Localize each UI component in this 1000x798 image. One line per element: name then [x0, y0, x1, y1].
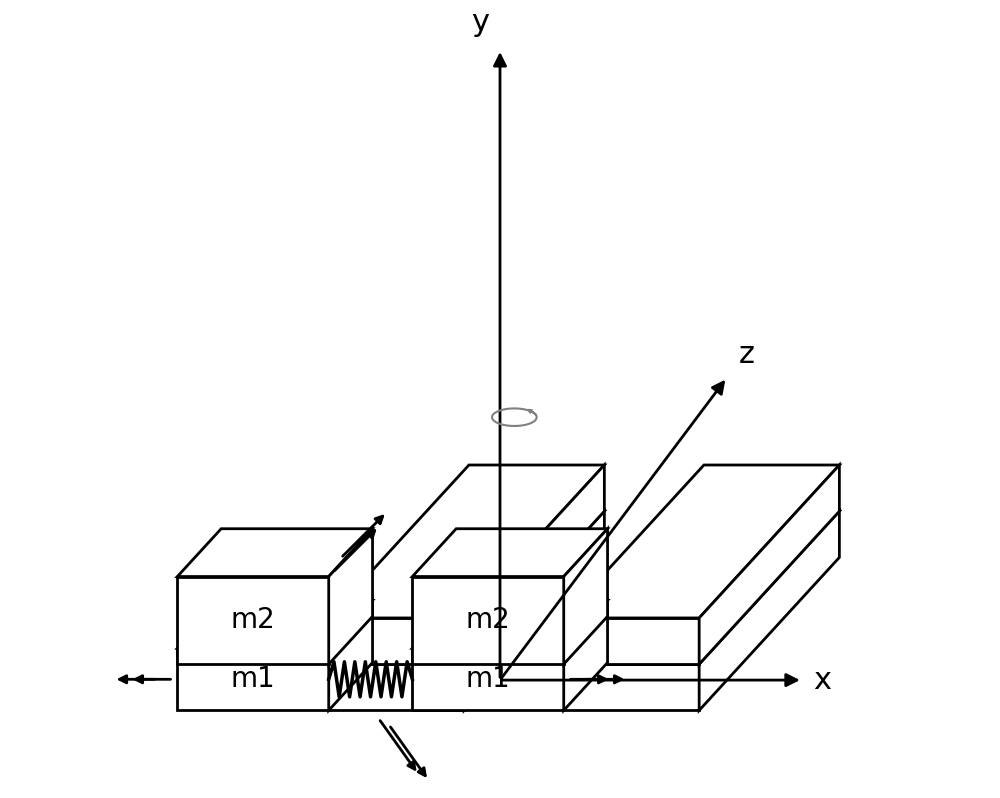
- Polygon shape: [329, 618, 464, 664]
- Polygon shape: [464, 465, 604, 664]
- Text: m1: m1: [466, 666, 510, 693]
- Polygon shape: [329, 512, 604, 664]
- Polygon shape: [412, 576, 564, 664]
- Polygon shape: [412, 648, 564, 710]
- Text: z: z: [739, 341, 755, 369]
- Polygon shape: [329, 600, 373, 710]
- Polygon shape: [177, 648, 329, 710]
- Polygon shape: [564, 512, 839, 664]
- Text: x: x: [813, 666, 831, 694]
- Polygon shape: [412, 600, 608, 648]
- Polygon shape: [464, 512, 604, 710]
- Polygon shape: [564, 529, 608, 664]
- Polygon shape: [177, 600, 373, 648]
- Polygon shape: [564, 465, 839, 618]
- Text: m2: m2: [466, 606, 510, 634]
- Text: y: y: [471, 8, 489, 38]
- Polygon shape: [564, 618, 699, 664]
- Polygon shape: [699, 512, 839, 710]
- Polygon shape: [329, 664, 464, 710]
- Polygon shape: [329, 529, 373, 664]
- Polygon shape: [699, 465, 839, 664]
- Text: m1: m1: [231, 666, 275, 693]
- Polygon shape: [177, 576, 329, 664]
- Polygon shape: [177, 529, 373, 576]
- Polygon shape: [412, 529, 608, 576]
- Polygon shape: [564, 600, 608, 710]
- Text: m2: m2: [231, 606, 275, 634]
- Polygon shape: [564, 664, 699, 710]
- Polygon shape: [329, 465, 604, 618]
